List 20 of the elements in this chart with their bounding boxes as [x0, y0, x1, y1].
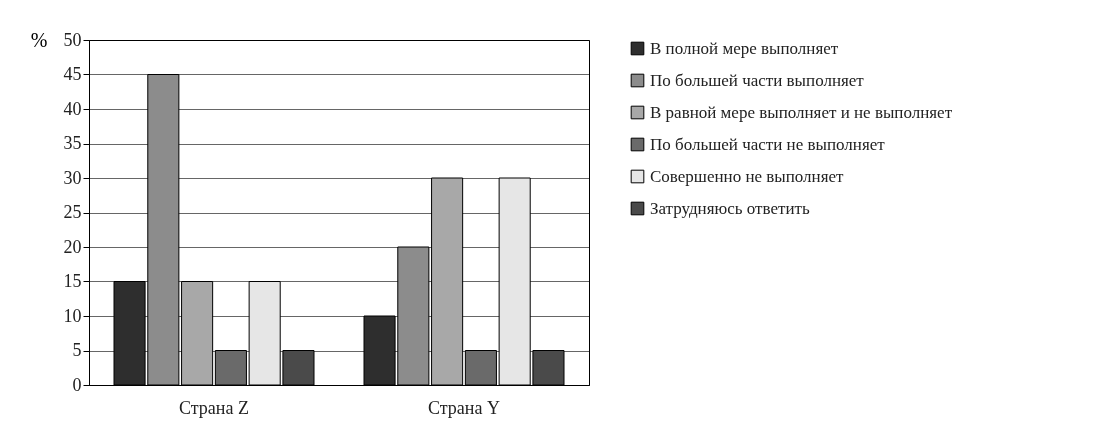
legend-label: По большей части выполняет — [650, 70, 865, 90]
legend-label: В полной мере выполняет — [650, 38, 839, 58]
legend-label: По большей части не выполняет — [650, 134, 886, 154]
legend-label: В равной мере выполняет и не выполняет — [650, 102, 953, 122]
legend-label: Совершенно не выполняет — [650, 166, 845, 186]
y-tick-label: 20 — [63, 236, 82, 257]
y-axis-title: % — [30, 28, 48, 51]
x-tick-label: Страна Z — [179, 397, 249, 418]
y-tick-label: 5 — [72, 340, 82, 360]
y-tick-label: 15 — [63, 271, 82, 291]
y-tick-label: 40 — [63, 98, 82, 119]
y-tick-label: 45 — [63, 64, 82, 84]
y-tick-label: 25 — [63, 202, 82, 222]
y-tick-label: 30 — [63, 167, 82, 188]
y-tick-label: 0 — [72, 374, 82, 395]
y-tick-label: 10 — [63, 305, 82, 326]
legend-label: Затрудняюсь ответить — [650, 198, 810, 218]
y-tick-label: 35 — [63, 133, 82, 153]
y-tick-label: 50 — [63, 29, 82, 50]
x-tick-label: Страна Y — [428, 397, 500, 418]
